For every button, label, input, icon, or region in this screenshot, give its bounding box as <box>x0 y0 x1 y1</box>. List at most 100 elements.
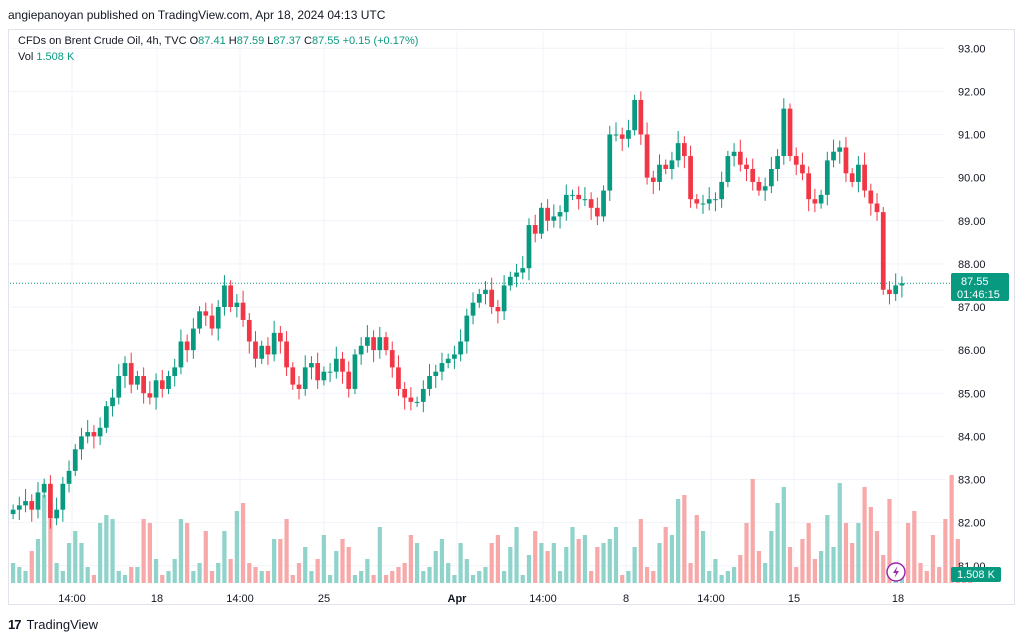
candle <box>23 488 28 513</box>
volume-bar <box>421 571 426 583</box>
volume-bar <box>657 543 662 583</box>
candle <box>626 119 631 148</box>
volume-bar <box>153 559 159 583</box>
candle <box>644 122 650 185</box>
lightning-icon[interactable] <box>886 562 906 582</box>
volume-bar <box>327 575 333 583</box>
y-tick-label: 83.00 <box>958 475 986 487</box>
volume-bar <box>321 535 326 583</box>
volume-bar <box>452 575 457 583</box>
x-tick-label: 14:00 <box>697 593 725 605</box>
x-tick-label: Apr <box>448 593 468 605</box>
volume-bar <box>35 539 41 583</box>
volume-bar <box>669 535 675 583</box>
volume-bar <box>315 559 320 583</box>
candle <box>563 184 569 221</box>
y-tick-label: 84.00 <box>958 431 986 443</box>
volume-bar <box>66 543 72 583</box>
volume-bar <box>707 571 712 583</box>
volume-bar <box>700 531 706 583</box>
candle <box>470 292 476 325</box>
candle <box>514 263 519 288</box>
candle <box>48 475 53 529</box>
volume-bar <box>601 543 606 583</box>
volume-bar <box>638 519 643 583</box>
candle <box>607 125 613 201</box>
x-tick-label: 25 <box>318 593 330 605</box>
volume-bar <box>725 571 730 583</box>
candle <box>29 494 35 522</box>
candle <box>72 444 78 477</box>
volume-bar <box>837 483 842 583</box>
candle <box>856 156 861 193</box>
volume-bar <box>352 575 358 583</box>
candle <box>97 417 103 445</box>
candle <box>681 136 687 169</box>
candle <box>601 185 606 222</box>
volume-bar <box>937 567 942 583</box>
candle <box>452 345 457 370</box>
volume-bar <box>831 547 836 583</box>
candle <box>675 131 681 168</box>
candle <box>458 329 463 362</box>
volume-bar <box>682 495 687 583</box>
candle <box>570 189 575 201</box>
volume-bar <box>887 499 892 583</box>
legend-close-label: C <box>304 35 312 47</box>
candle <box>420 380 426 413</box>
volume-bar <box>191 571 196 583</box>
legend-vol: 1.508 K <box>36 51 75 63</box>
legend-symbol[interactable]: CFDs on Brent Crude Oil, 4h, TVC <box>18 35 187 47</box>
volume-bar <box>576 539 581 583</box>
candle <box>632 94 637 136</box>
volume-bar <box>23 571 28 583</box>
volume-bar <box>402 563 407 583</box>
candle <box>333 346 339 379</box>
candle <box>396 355 401 396</box>
candle <box>340 351 345 384</box>
legend-close: 87.55 <box>311 35 340 47</box>
volume-bar <box>377 527 382 583</box>
volume-bar <box>731 567 737 583</box>
price-tag-countdown: 01:46:15 <box>957 289 1000 301</box>
candle <box>756 176 762 196</box>
volume-bar <box>688 563 693 583</box>
volume-bar <box>79 543 84 583</box>
volume-bar <box>918 563 923 583</box>
candle <box>483 281 488 305</box>
volume-bar <box>110 519 115 583</box>
candle <box>700 194 706 214</box>
y-tick-label: 85.00 <box>958 388 986 400</box>
candle <box>812 188 818 213</box>
candle <box>576 186 582 210</box>
volume-bar <box>98 523 103 583</box>
volume-bar <box>626 571 631 583</box>
volume-bar <box>122 575 128 583</box>
volume-bar <box>222 531 227 583</box>
volume-bar <box>185 523 190 583</box>
volume-bar <box>651 571 656 583</box>
volume-bar <box>613 527 619 583</box>
y-tick-label: 86.00 <box>958 345 986 357</box>
candle <box>694 194 700 209</box>
candle <box>824 151 830 206</box>
volume-bar <box>129 567 134 583</box>
footer-branding[interactable]: 17 TradingView <box>8 617 98 632</box>
candle <box>327 363 333 383</box>
volume-bar <box>365 559 370 583</box>
candle <box>427 363 432 396</box>
volume-bar <box>744 523 749 583</box>
candle <box>103 401 109 433</box>
candle <box>775 149 780 182</box>
candle <box>501 275 507 320</box>
grid-lines <box>10 31 945 583</box>
volume-bar <box>719 575 724 583</box>
candle <box>215 300 221 341</box>
candle <box>135 370 140 390</box>
volume-bar <box>309 571 314 583</box>
x-tick-label: 14:00 <box>529 593 557 605</box>
volume-bar <box>11 563 16 583</box>
x-tick-label: 18 <box>151 593 163 605</box>
candle <box>831 139 836 168</box>
